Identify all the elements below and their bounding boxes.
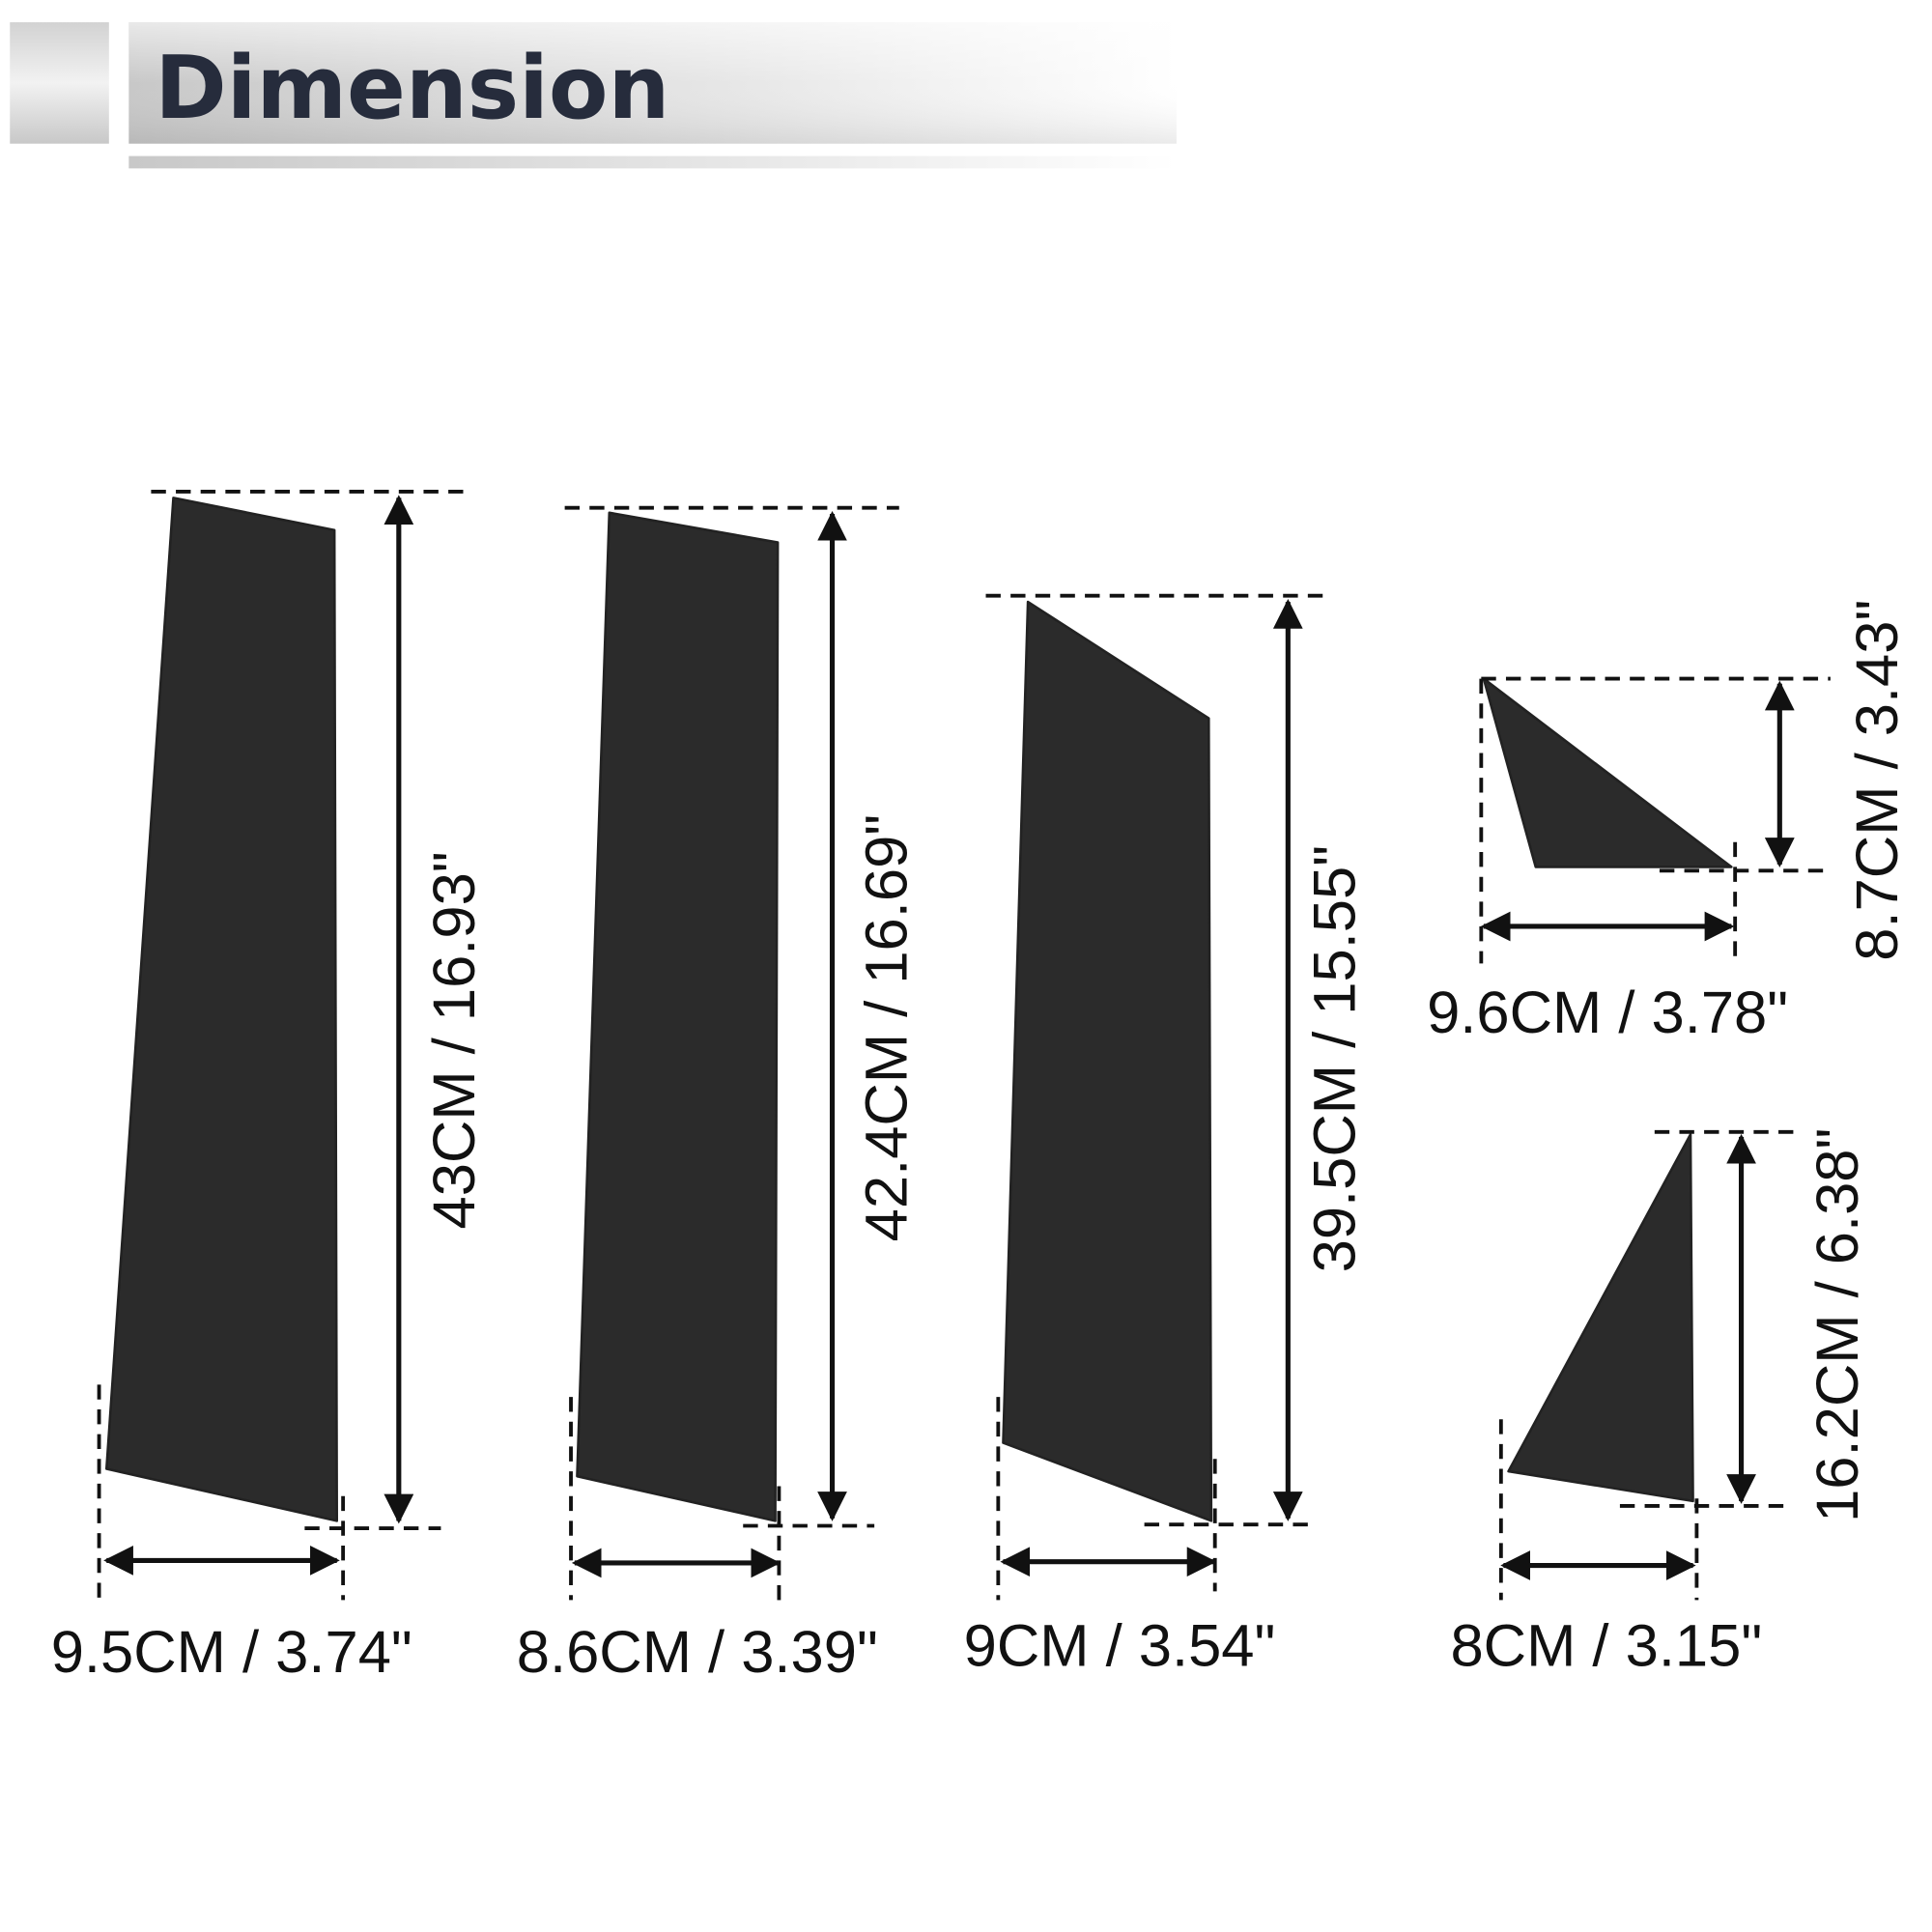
- piece: 9.6CM / 3.78" 8.7CM / 3.43": [1427, 600, 1911, 1047]
- header-shine: [128, 22, 1177, 144]
- width-label: 9.5CM / 3.74": [51, 1619, 412, 1686]
- width-label: 8CM / 3.15": [1450, 1612, 1762, 1679]
- height-label: 43CM / 16.93": [421, 851, 488, 1229]
- panel-shape: [1507, 1133, 1694, 1503]
- height-label: 42.4CM / 16.69": [853, 814, 920, 1241]
- panel-shape: [1482, 677, 1733, 868]
- piece: 9.5CM / 3.74" 43CM / 16.93": [51, 490, 488, 1686]
- width-label: 9.6CM / 3.78": [1427, 980, 1788, 1046]
- panel-shape: [104, 497, 338, 1522]
- width-label: 9CM / 3.54": [964, 1612, 1276, 1679]
- piece: 8.6CM / 3.39" 42.4CM / 16.69": [517, 505, 920, 1686]
- panel-shape: [1002, 600, 1213, 1522]
- height-label: 8.7CM / 3.43": [1844, 600, 1911, 961]
- header: Dimension: [10, 22, 1177, 169]
- width-label: 8.6CM / 3.39": [517, 1619, 878, 1686]
- height-label: 16.2CM / 6.38": [1804, 1128, 1871, 1522]
- panel-shape: [576, 511, 780, 1522]
- header-block: [10, 22, 109, 144]
- piece: 8CM / 3.15" 16.2CM / 6.38": [1450, 1128, 1871, 1680]
- header-title: Dimension: [155, 39, 669, 139]
- height-label: 39.5CM / 15.55": [1302, 845, 1369, 1272]
- piece: 9CM / 3.54" 39.5CM / 15.55": [964, 593, 1369, 1679]
- header-underline: [128, 156, 1177, 169]
